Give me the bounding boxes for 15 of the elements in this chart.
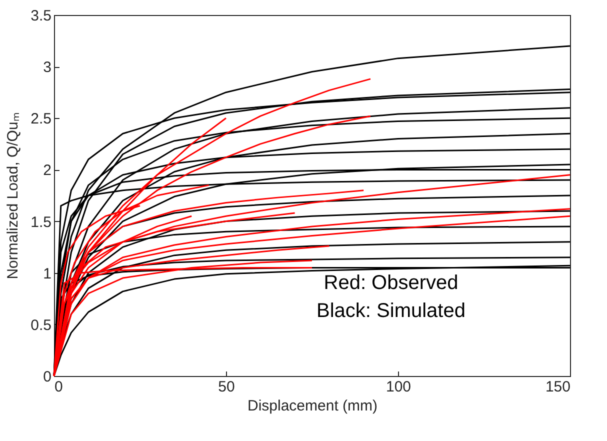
- annotation: Black: Simulated: [316, 300, 466, 322]
- y-axis-title: Normalized Load, Q/Quₘ: [4, 112, 22, 280]
- y-tick-label: 1: [43, 265, 52, 282]
- y-tick-label: 2: [43, 162, 52, 180]
- y-tick-label: 3.5: [30, 8, 52, 24]
- y-tick-label: 1.5: [30, 214, 52, 231]
- y-tick-label: 2.5: [30, 110, 52, 128]
- x-tick-label: 150: [545, 378, 570, 396]
- x-axis-title: Displacement (mm): [247, 398, 378, 414]
- x-tick-label: 50: [218, 378, 235, 396]
- y-tick-label: 0.5: [30, 316, 52, 334]
- y-tick-label: 3: [43, 59, 52, 76]
- annotation: Red: Observed: [324, 272, 458, 294]
- x-tick-label: 100: [386, 378, 412, 396]
- x-tick-label: 0: [54, 378, 63, 396]
